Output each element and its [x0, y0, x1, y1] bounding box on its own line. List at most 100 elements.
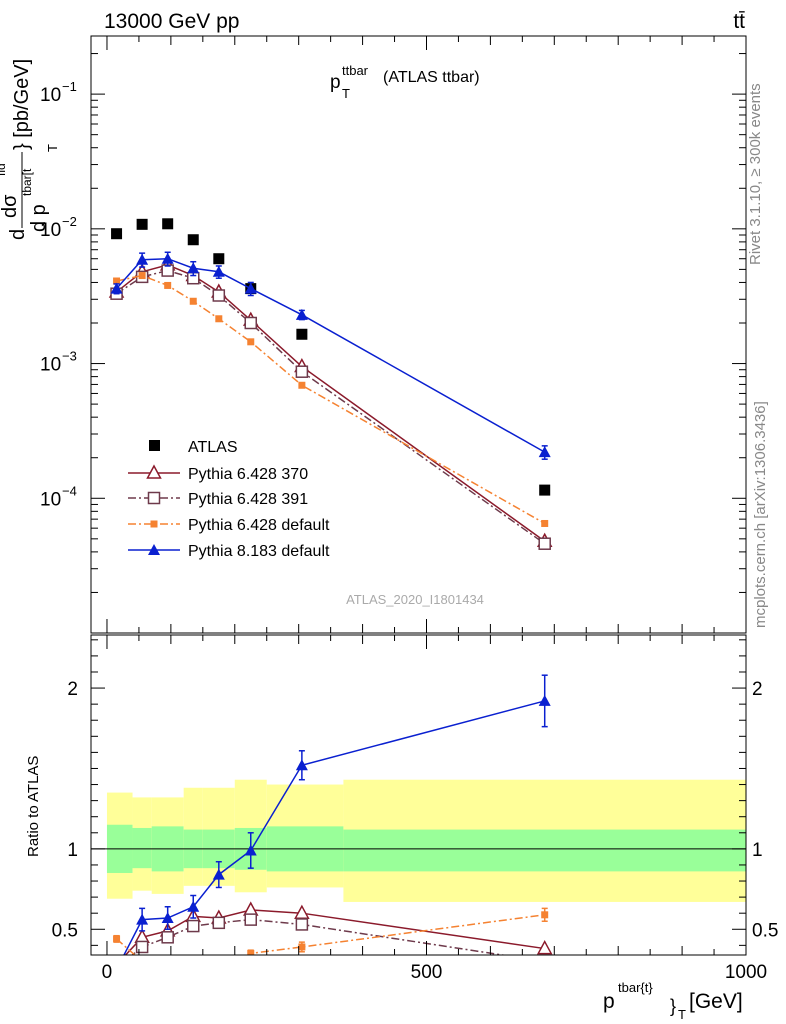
title-sup: ttbar [342, 63, 369, 78]
main-point-pdef-0 [113, 277, 121, 285]
main-ytick-label-3: 10 [40, 489, 61, 510]
ratio-point-p370-7 [536, 939, 553, 955]
main-point-pdef-2 [164, 281, 172, 289]
main-point-atlas-4 [213, 253, 225, 265]
xlabel-p: p [603, 990, 615, 1013]
ratio-point-pdef-2 [164, 966, 171, 973]
ratio-xtick-label-0: 0 [102, 962, 113, 983]
main-point-p8-4 [212, 265, 225, 277]
main-point-p391-7 [538, 537, 551, 550]
ylabel-close: } [pb/GeV] [11, 59, 33, 150]
ylabel-tbar: tbar[t [20, 168, 34, 196]
main-panel-series [108, 218, 553, 550]
legend-marker-p370 [146, 464, 162, 479]
main-point-atlas-7 [539, 484, 551, 496]
ratio-point-pdef-1 [139, 958, 146, 965]
main-ytick-exp-0: −1 [62, 79, 77, 94]
main-point-p8-3 [187, 262, 200, 274]
main-line-p370 [116, 264, 546, 542]
main-point-p8-1 [136, 253, 149, 265]
legend-entry-atlas: ATLAS [149, 439, 238, 456]
ratio-point-p8-4 [212, 868, 225, 880]
main-point-p391-4 [212, 289, 226, 302]
main-frame [90, 35, 747, 634]
ratio-point-pdef-3 [190, 971, 197, 978]
title-suffix: (ATLAS ttbar) [383, 69, 480, 86]
legend-label-atlas: ATLAS [188, 439, 238, 456]
ratio-point-p391-2 [161, 931, 174, 944]
main-point-p8-6 [295, 308, 308, 320]
main-point-p8-2 [161, 252, 174, 264]
ylabel-T: T [45, 144, 60, 152]
header-process-label: tt̄ [733, 10, 745, 33]
plot-title: p ttbar T (ATLAS ttbar) [330, 63, 480, 101]
ratio-point-p391-0 [111, 962, 122, 973]
ratio-panel-series [111, 674, 553, 978]
ratio-y-axis-label: Ratio to ATLAS [25, 756, 42, 857]
main-point-pdef-7 [541, 519, 549, 527]
ratio-ytick-label-right-2: 2 [752, 679, 763, 700]
xlabel-close: } [670, 996, 676, 1016]
main-ytick-exp-2: −3 [62, 349, 77, 364]
ratio-point-p8-3 [187, 900, 200, 912]
ylabel-d: d [7, 229, 29, 240]
main-ytick-exp-3: −4 [62, 483, 77, 498]
ratio-point-pdef-7 [541, 911, 549, 919]
ratio-xtick-label-2: 1000 [725, 962, 767, 983]
ratio-ytick-label-right-0: 0.5 [752, 920, 778, 941]
legend-entry-p370: Pythia 6.428 370 [128, 464, 308, 483]
ratio-point-p391-5 [244, 913, 258, 926]
legend-marker-pdef [150, 520, 158, 528]
ylabel-dp: d p [28, 204, 50, 232]
main-ytick-label-2: 10 [40, 355, 61, 376]
main-point-pdef-3 [189, 297, 197, 305]
main-point-pdef-4 [215, 315, 223, 323]
main-point-atlas-2 [162, 218, 174, 230]
ratio-point-p370-6 [294, 904, 310, 919]
xlabel-sub: T [678, 1007, 686, 1022]
ratio-point-p391-3 [186, 919, 200, 933]
main-point-p8-5 [244, 282, 257, 294]
analysis-watermark: ATLAS_2020_I1801434 [346, 592, 484, 607]
main-ytick-label-1: 10 [40, 220, 61, 241]
ylabel-dsigma: dσ [0, 194, 21, 218]
main-point-p391-6 [295, 365, 309, 378]
band-inner-1 [132, 827, 152, 869]
legend-marker-p391 [147, 491, 161, 505]
ratio-point-p391-4 [212, 916, 226, 930]
ratio-line-p370 [124, 909, 545, 955]
ratio-ytick-label-left-2: 2 [67, 679, 78, 700]
main-point-p391-5 [244, 316, 258, 330]
main-point-pdef-5 [247, 338, 255, 346]
ratio-point-pdef-5 [247, 949, 255, 955]
ratio-line-pdef [116, 914, 545, 955]
main-point-atlas-0 [111, 228, 123, 240]
legend-marker-atlas [149, 440, 160, 451]
legend-label-p391: Pythia 6.428 391 [188, 491, 308, 508]
title-p: p [330, 72, 341, 93]
ratio-point-p370-5 [242, 901, 259, 916]
ratio-ytick-label-left-1: 1 [67, 840, 78, 861]
legend-label-p8: Pythia 8.183 default [188, 543, 330, 560]
ratio-uncertainty-bands [91, 779, 746, 902]
ratio-point-p391-1 [135, 940, 149, 954]
ratio-point-pdef-4 [215, 969, 222, 976]
main-point-p8-0 [110, 282, 123, 294]
ratio-point-pdef-0 [113, 935, 121, 943]
legend-label-p370: Pythia 6.428 370 [188, 466, 308, 483]
xlabel-unit: [GeV] [689, 990, 743, 1013]
ratio-point-p8-2 [161, 912, 174, 924]
ylabel-fid: fid [0, 163, 8, 176]
x-axis-label: p tbar{t} } T [GeV] [603, 980, 743, 1022]
ratio-point-p8-7 [538, 694, 551, 706]
legend-marker-p8 [148, 544, 160, 555]
header-energy-label: 13000 GeV pp [104, 10, 239, 33]
rivet-version-label: Rivet 3.1.10, ≥ 300k events [747, 83, 764, 265]
main-ytick-label-0: 10 [40, 85, 61, 106]
main-y-axis-label: d dσ fid d p tbar[t } [pb/GeV] T [0, 59, 60, 240]
ratio-point-pdef-6 [298, 943, 306, 951]
ratio-frame [90, 634, 747, 956]
legend-label-pdef: Pythia 6.428 default [188, 517, 330, 534]
